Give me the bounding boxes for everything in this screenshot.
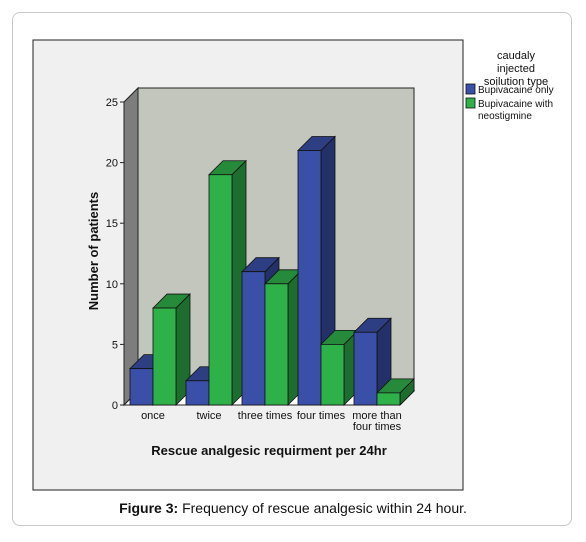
x-tick-label: more than <box>352 410 402 422</box>
y-tick-label: 0 <box>112 400 118 412</box>
bar-front <box>185 380 210 406</box>
bar <box>320 329 359 406</box>
bar-front <box>264 283 289 406</box>
bar-front <box>241 271 266 406</box>
y-tick-label: 10 <box>106 279 118 291</box>
y-tick-label: 25 <box>106 97 118 109</box>
legend-label: Bupivacaine only <box>478 85 554 96</box>
y-tick-label: 5 <box>112 339 118 351</box>
x-tick-label: once <box>141 410 165 422</box>
figure-caption-label: Figure 3: <box>119 500 179 516</box>
bar-front <box>353 331 378 406</box>
x-tick-label: twice <box>196 410 221 422</box>
legend-title: caudaly <box>497 50 535 62</box>
figure-caption-text: Frequency of rescue analgesic within 24 … <box>178 500 467 516</box>
bar <box>152 293 191 406</box>
x-tick-label: four times <box>297 410 346 422</box>
figure-caption: Figure 3: Frequency of rescue analgesic … <box>0 500 586 516</box>
y-tick-label: 20 <box>106 158 118 170</box>
legend-title: injected <box>497 63 535 75</box>
x-axis-title: Rescue analgesic requirment per 24hr <box>151 443 387 458</box>
bar <box>264 268 303 406</box>
side-wall <box>123 86 139 407</box>
y-tick-label: 15 <box>106 218 118 230</box>
bar <box>376 377 415 406</box>
bar-front <box>208 174 233 406</box>
bar-front <box>376 392 401 406</box>
legend-swatch <box>465 83 476 95</box>
x-tick-label: three times <box>238 410 293 422</box>
x-tick-label: four times <box>353 421 402 433</box>
bar <box>208 159 247 406</box>
bar-front <box>152 307 177 406</box>
bar-front <box>297 150 322 406</box>
bar-front <box>320 343 345 406</box>
legend-label: neostigmine <box>478 111 532 122</box>
legend-title: soilution type <box>484 76 548 88</box>
legend-swatch <box>465 97 476 109</box>
y-axis-title: Number of patients <box>86 192 101 310</box>
bar-front <box>129 368 154 406</box>
legend-label: Bupivacaine with <box>478 99 553 110</box>
